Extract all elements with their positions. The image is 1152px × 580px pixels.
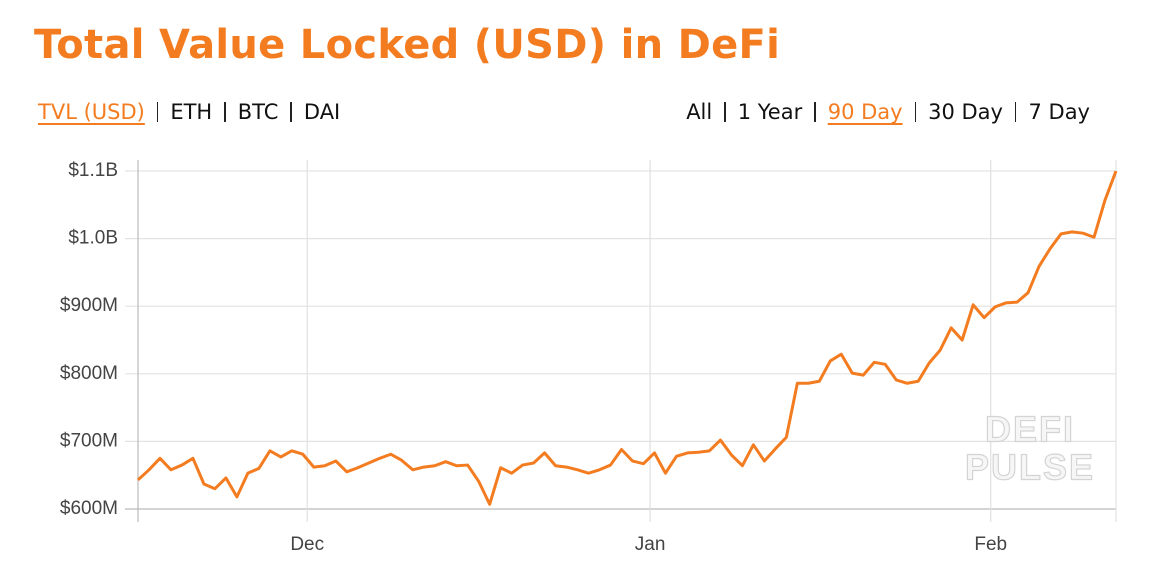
- metric-tab[interactable]: ETH: [170, 100, 213, 124]
- y-tick-label: $900M: [60, 295, 118, 316]
- range-tabs: All 1 Year 90 Day 30 Day 7 Day: [686, 100, 1090, 124]
- separator: [724, 102, 726, 122]
- metric-tab[interactable]: BTC: [237, 100, 279, 124]
- y-tick-label: $1.1B: [68, 160, 118, 181]
- separator: [814, 102, 816, 122]
- separator: [1014, 102, 1017, 122]
- x-tick-label: Jan: [635, 534, 666, 555]
- range-tab[interactable]: 90 Day: [827, 100, 903, 124]
- separator: [156, 102, 159, 122]
- watermark-text: DEFI: [985, 409, 1075, 450]
- chart-title: Total Value Locked (USD) in DeFi: [34, 22, 781, 68]
- metric-tab[interactable]: TVL (USD): [38, 100, 145, 124]
- x-tick-label: Dec: [290, 534, 324, 555]
- x-tick-label: Feb: [974, 534, 1007, 555]
- y-tick-label: $600M: [60, 498, 118, 519]
- watermark-text: PULSE: [965, 447, 1095, 488]
- separator: [290, 102, 292, 122]
- range-tab[interactable]: All: [686, 100, 713, 124]
- y-tick-label: $700M: [60, 430, 118, 451]
- metric-tab[interactable]: DAI: [303, 100, 341, 124]
- series-line: [136, 170, 1118, 506]
- separator: [914, 102, 917, 122]
- range-tab[interactable]: 30 Day: [928, 100, 1003, 124]
- range-tab[interactable]: 1 Year: [737, 100, 803, 124]
- metric-tabs: TVL (USD) ETH BTC DAI: [38, 100, 340, 124]
- separator: [224, 102, 226, 122]
- y-tick-label: $800M: [60, 363, 118, 384]
- range-tab[interactable]: 7 Day: [1028, 100, 1090, 124]
- y-tick-label: $1.0B: [68, 228, 118, 249]
